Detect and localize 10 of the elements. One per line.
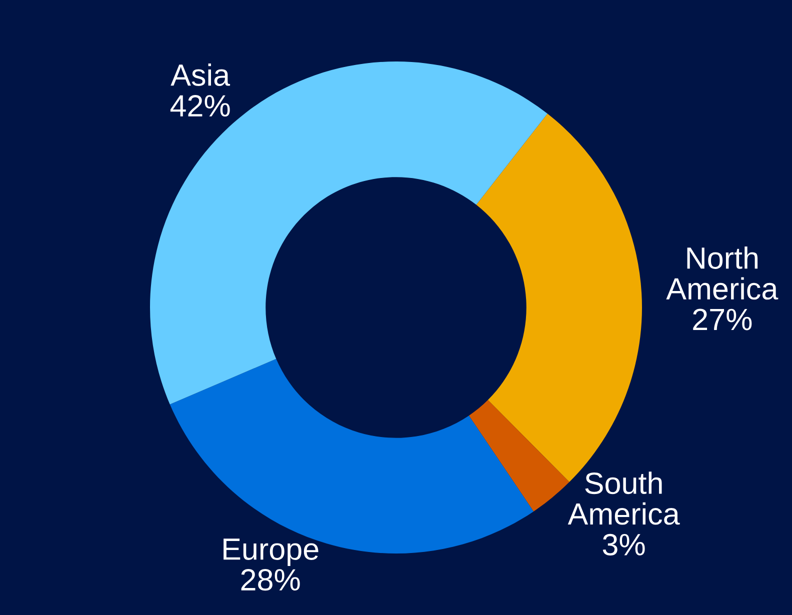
data-label: 28% [241,569,300,591]
data-label: 27% [693,308,752,330]
slice-label: Asia [170,64,230,86]
slice-label: North America [666,246,778,300]
slice-label: South America [568,472,680,525]
donut-slice [150,62,548,404]
donut-slice [468,400,570,512]
data-label: 3% [602,534,645,556]
data-label: 42% [170,95,230,117]
slice-label: Europe [224,538,318,566]
